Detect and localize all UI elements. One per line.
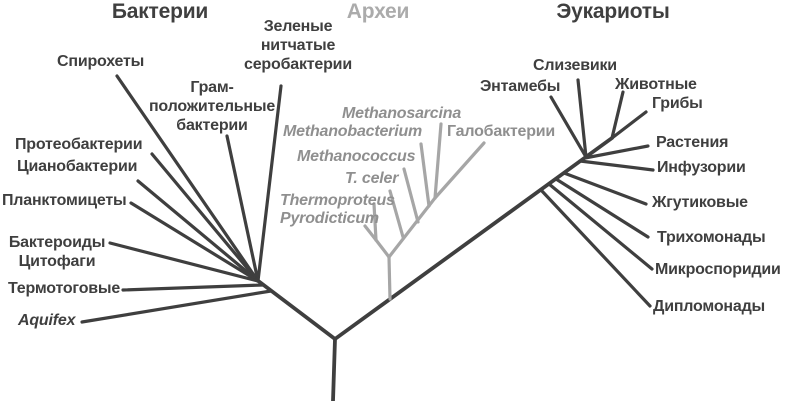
label-pyrodicticum: Pyrodicticum: [280, 210, 379, 227]
branch-flagellates: [562, 171, 648, 206]
branch-t-celer: [388, 189, 405, 239]
branch-methanosarcina: [433, 122, 443, 200]
branch-proteobacteria: [150, 152, 260, 283]
branch-animals: [610, 90, 625, 140]
branch-trichomonads: [554, 177, 650, 239]
label-gram-positive: Грам- положительные бактерии: [148, 79, 276, 134]
branch-thermoproteus: [372, 202, 378, 242]
branch-cyanobacteria: [136, 179, 260, 283]
branch-aquifex: [80, 289, 273, 324]
branch-archaea-stem: [387, 255, 392, 301]
label-methanosarcina: Methanosarcina: [342, 105, 462, 122]
label-green-filamentous: Зеленые нитчатые серобактерии: [244, 18, 352, 73]
branch-eukaryote-stem: [333, 136, 614, 341]
branch-archaea-right-arm: [387, 196, 437, 259]
header-bacteria: Бактерии: [111, 0, 209, 23]
branch-diplomonads: [539, 188, 652, 308]
label-bacteroides-cytophaga: Бактероиды Цитофаги: [8, 234, 106, 270]
label-diplomonads: Дипломонады: [653, 298, 765, 315]
label-thermotogae: Термотоговые: [8, 280, 121, 297]
branch-spirochetes: [115, 74, 260, 283]
branch-fungi: [610, 110, 648, 140]
label-methanobacterium: Methanobacterium: [283, 123, 423, 140]
label-plants: Растения: [656, 134, 729, 151]
label-ciliates: Инфузории: [657, 159, 746, 176]
branch-methanococcus: [402, 167, 420, 224]
branch-gram-positive: [225, 134, 260, 283]
branch-bacteria-stem: [255, 278, 337, 341]
branch-bacteroides: [108, 241, 260, 283]
label-spirochetes: Спирохеты: [57, 53, 145, 70]
branch-plants: [583, 144, 650, 160]
label-trichomonads: Трихомонады: [657, 229, 766, 246]
branch-thermotogae: [121, 283, 265, 292]
label-thermoproteus: Thermoproteus: [280, 192, 395, 209]
label-proteobacteria: Протеобактерии: [15, 136, 143, 153]
label-methanococcus: Methanococcus: [297, 148, 416, 165]
label-fungi: Грибы: [652, 95, 703, 112]
branch-planctomycetes: [129, 201, 260, 283]
label-flagellates: Жгутиковые: [652, 194, 748, 211]
label-aquifex: Aquifex: [18, 312, 76, 329]
label-animals: Животные: [615, 76, 697, 93]
header-eukaryotes: Эукариоты: [556, 0, 670, 23]
branch-slime-molds: [576, 78, 588, 159]
branch-halobacteria: [433, 141, 486, 200]
branch-methanobacterium: [419, 142, 431, 208]
header-archaea: Археи: [346, 0, 410, 23]
branch-green-filamentous: [256, 84, 283, 283]
branch-ciliates: [578, 159, 655, 172]
label-slime-molds: Слизевики: [533, 57, 617, 74]
label-entamoebae: Энтамебы: [480, 78, 561, 95]
branch-pyrodicticum: [363, 224, 378, 242]
branch-root-trunk: [331, 337, 337, 401]
branch-archaea-left-arm: [374, 238, 391, 259]
label-halobacteria: Галобактерии: [447, 123, 556, 140]
label-t-celer: T. celer: [345, 170, 399, 187]
label-planctomycetes: Планктомицеты: [2, 192, 127, 209]
label-cyanobacteria: Цианобактерии: [17, 158, 138, 175]
branch-entamoebae: [549, 95, 588, 159]
branch-microsporidia: [547, 182, 654, 271]
label-microsporidia: Микроспоридии: [655, 261, 781, 278]
